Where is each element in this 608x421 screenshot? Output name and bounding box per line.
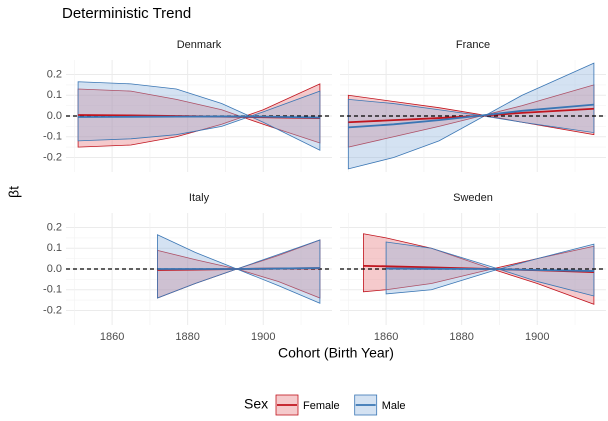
trend-line	[386, 267, 594, 272]
y-tick-label: -0.2	[43, 304, 62, 316]
y-tick-label: -0.1	[43, 131, 62, 143]
x-tick-label: 1880	[449, 331, 473, 343]
legend-title: Sex	[244, 396, 268, 412]
x-tick-label: 1900	[251, 331, 275, 343]
y-tick-label: 0.2	[47, 221, 62, 233]
trend-line	[348, 103, 594, 129]
x-tick-label: 1880	[175, 331, 199, 343]
y-tick-label: 0.2	[47, 68, 62, 80]
trend-line	[157, 267, 320, 270]
y-axis-title: βt	[6, 186, 22, 198]
chart-title: Deterministic Trend	[62, 5, 191, 22]
y-tick-label: 0.0	[47, 263, 62, 275]
y-tick-label: -0.2	[43, 151, 62, 163]
y-tick-label: -0.1	[43, 284, 62, 296]
facet-title: Denmark	[177, 39, 222, 51]
facet-title: France	[456, 39, 490, 51]
trend-line	[78, 115, 320, 119]
legend-label: Female	[303, 400, 340, 412]
trend-line	[348, 107, 594, 124]
x-tick-label: 1860	[374, 331, 398, 343]
facet-title: Sweden	[453, 192, 493, 204]
legend-label: Male	[382, 400, 406, 412]
facet-title: Italy	[189, 192, 210, 204]
y-tick-label: 0.1	[47, 242, 62, 254]
x-tick-label: 1860	[100, 331, 124, 343]
y-tick-label: 0.0	[47, 110, 62, 122]
x-tick-label: 1900	[525, 331, 549, 343]
y-tick-label: 0.1	[47, 89, 62, 101]
x-axis-title: Cohort (Birth Year)	[278, 345, 394, 361]
